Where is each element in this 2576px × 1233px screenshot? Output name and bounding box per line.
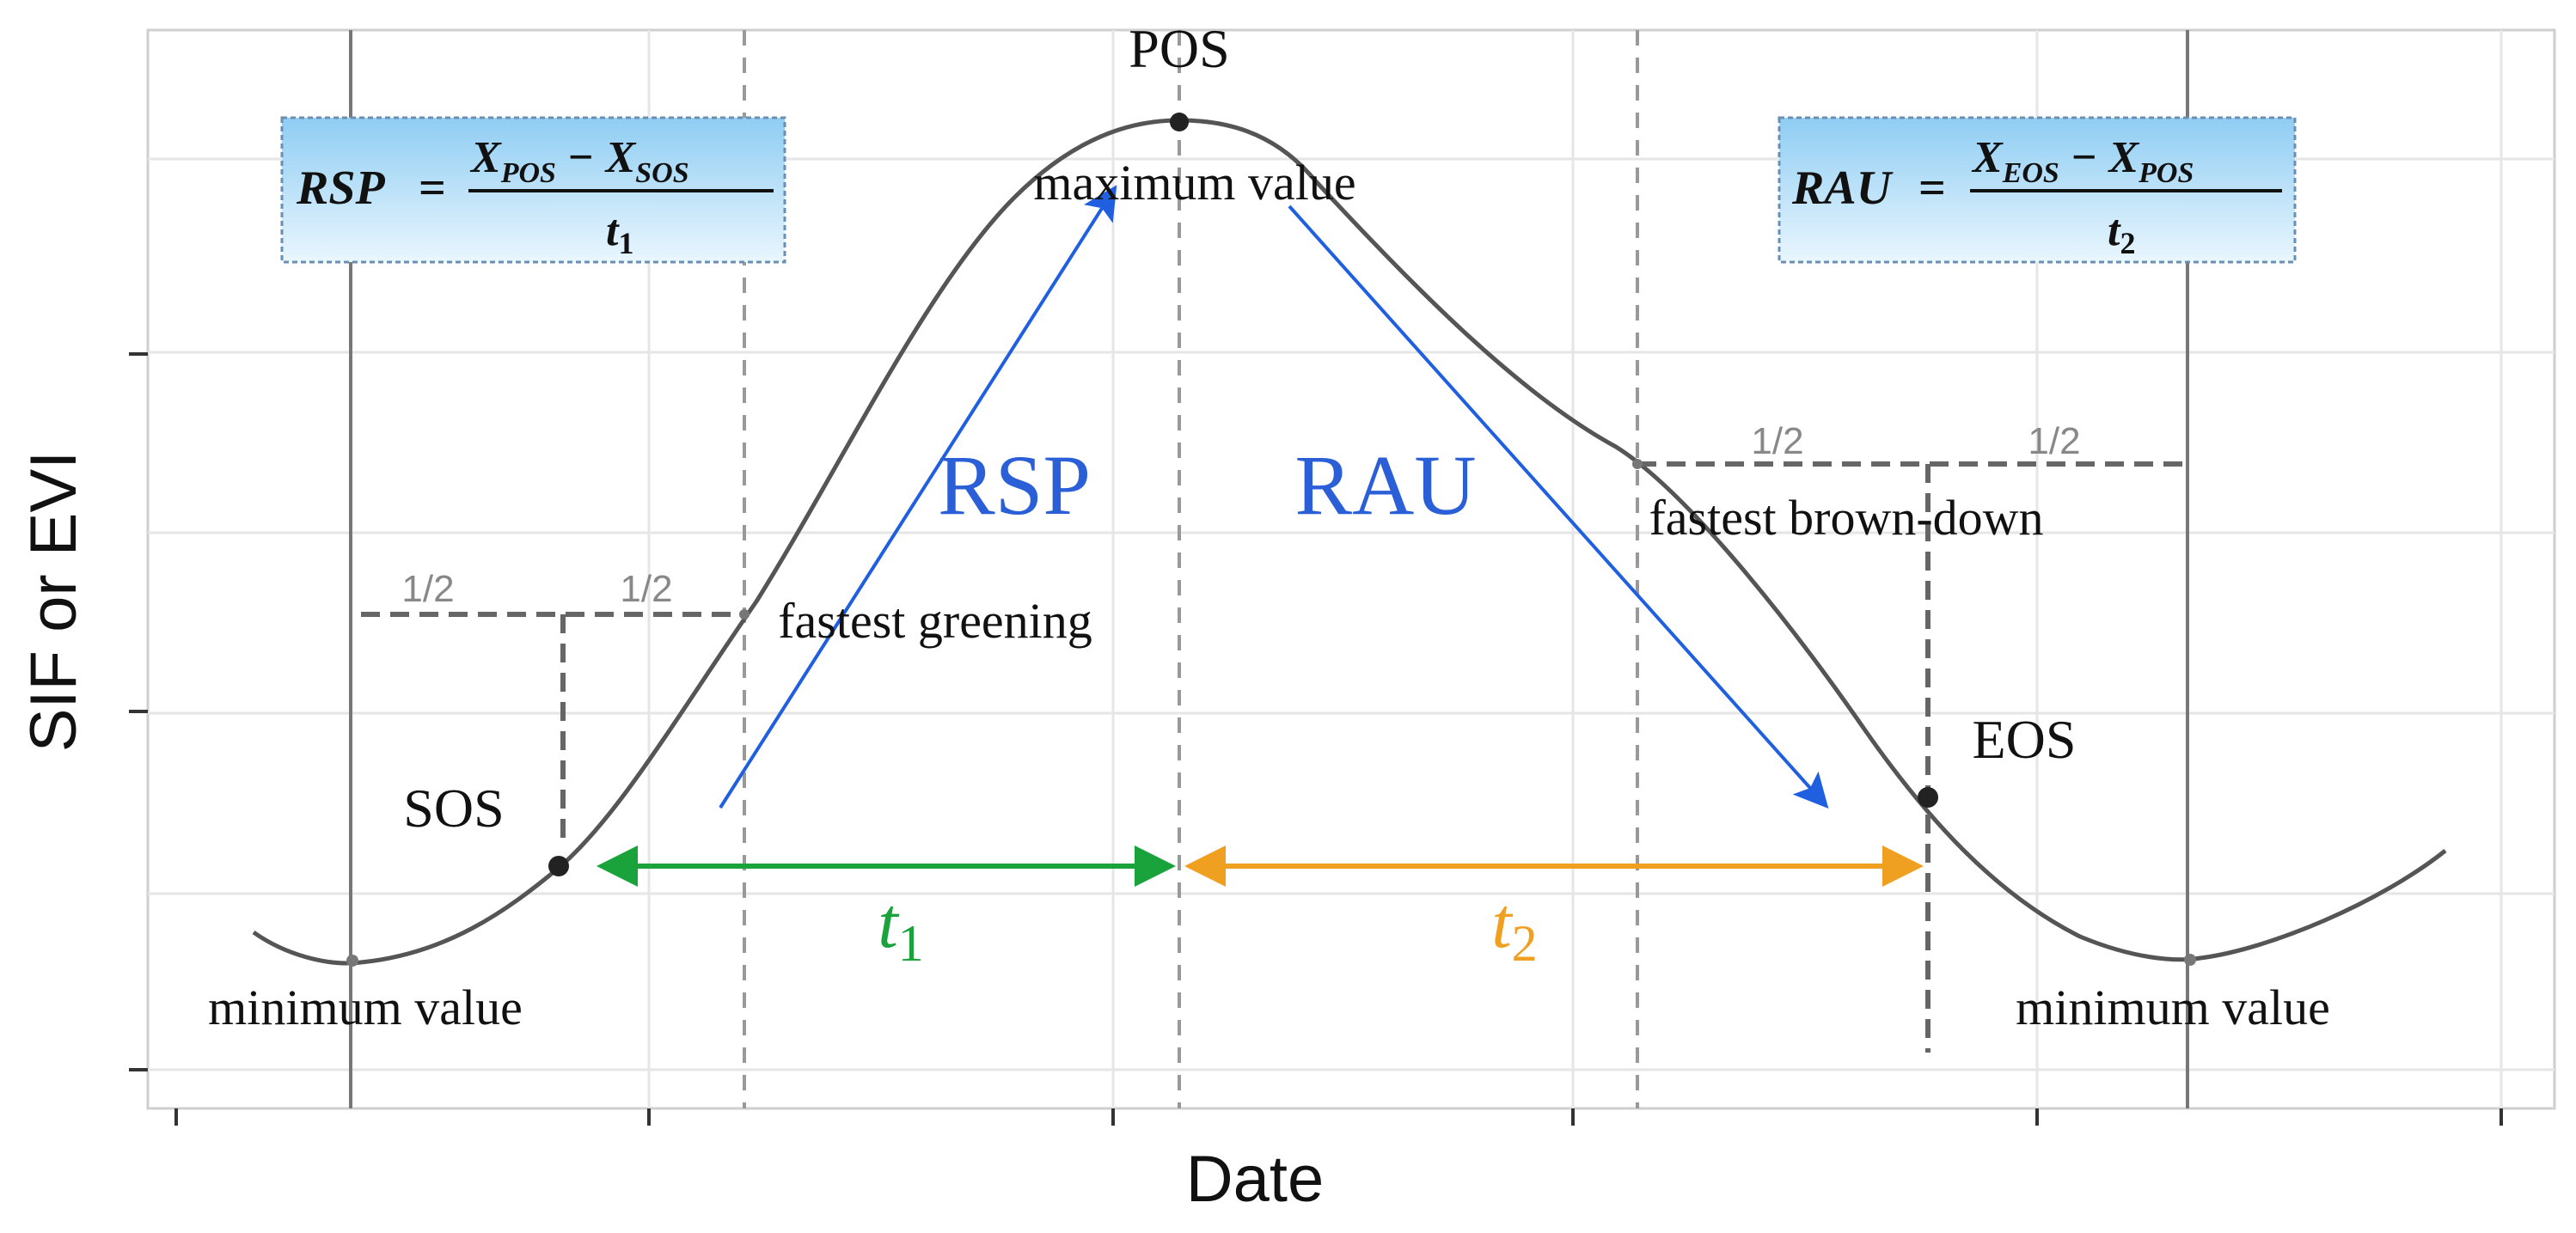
rau-formula-eq: = [1918, 162, 1946, 215]
sos-point [548, 856, 569, 876]
t2-label: t2 [1491, 883, 1537, 972]
sos-label: SOS [403, 778, 504, 839]
pos-point [1170, 113, 1189, 131]
half-label-2: 1/2 [620, 568, 672, 610]
t2-sub: 2 [1512, 915, 1538, 972]
x-axis-ticks [174, 1108, 2503, 1126]
rau-formula-lhs: RAU [1791, 162, 1894, 215]
rsp-arrow [719, 185, 1117, 809]
y-axis-ticks [129, 352, 148, 1071]
fastest-greening-label: fastest greening [778, 593, 1092, 649]
rsp-formula-box: RSP = XPOS − XSOS t1 [280, 116, 786, 264]
greening-point [739, 609, 750, 620]
fastest-browndown-label: fastest brown-down [1649, 490, 2043, 546]
half-label-3: 1/2 [1751, 420, 1803, 462]
rau-formula-box: RAU = XEOS − XPOS t2 [1778, 116, 2297, 264]
eos-label: EOS [1973, 709, 2077, 770]
t1-label: t1 [878, 883, 923, 972]
maximum-value-label: maximum value [1033, 155, 1355, 211]
x-axis-title: Date [1186, 1143, 1325, 1216]
t1-sub: 1 [898, 915, 924, 972]
right-helper-lines [1637, 461, 2187, 1053]
rau-arrow [1288, 204, 1829, 809]
rsp-formula-numerator: XPOS − XSOS [469, 133, 689, 189]
left-helper-lines [361, 612, 744, 838]
minimum-value-right-label: minimum value [2016, 980, 2330, 1035]
seasonal-curve [252, 118, 2447, 966]
rsp-formula-lhs: RSP [296, 162, 385, 215]
pos-label: POS [1129, 18, 1229, 79]
t1-main: t [878, 883, 900, 963]
rau-label: RAU [1294, 437, 1476, 533]
t2-main: t [1491, 883, 1514, 963]
browndown-point [1632, 459, 1643, 469]
min-point-right [2184, 954, 2196, 966]
rsp-formula-denominator: t1 [606, 206, 633, 260]
rsp-label: RSP [938, 437, 1091, 533]
minimum-value-left-label: minimum value [208, 980, 523, 1035]
half-label-4: 1/2 [2028, 420, 2080, 462]
rau-formula-numerator: XEOS − XPOS [1971, 133, 2194, 189]
min-point-left [346, 955, 358, 967]
y-axis-title: SIF or EVI [17, 451, 90, 753]
eos-point [1918, 787, 1938, 808]
rau-formula-denominator: t2 [2108, 206, 2135, 260]
rsp-formula-eq: = [419, 162, 446, 215]
key-points [346, 113, 2196, 967]
half-label-1: 1/2 [401, 568, 454, 610]
